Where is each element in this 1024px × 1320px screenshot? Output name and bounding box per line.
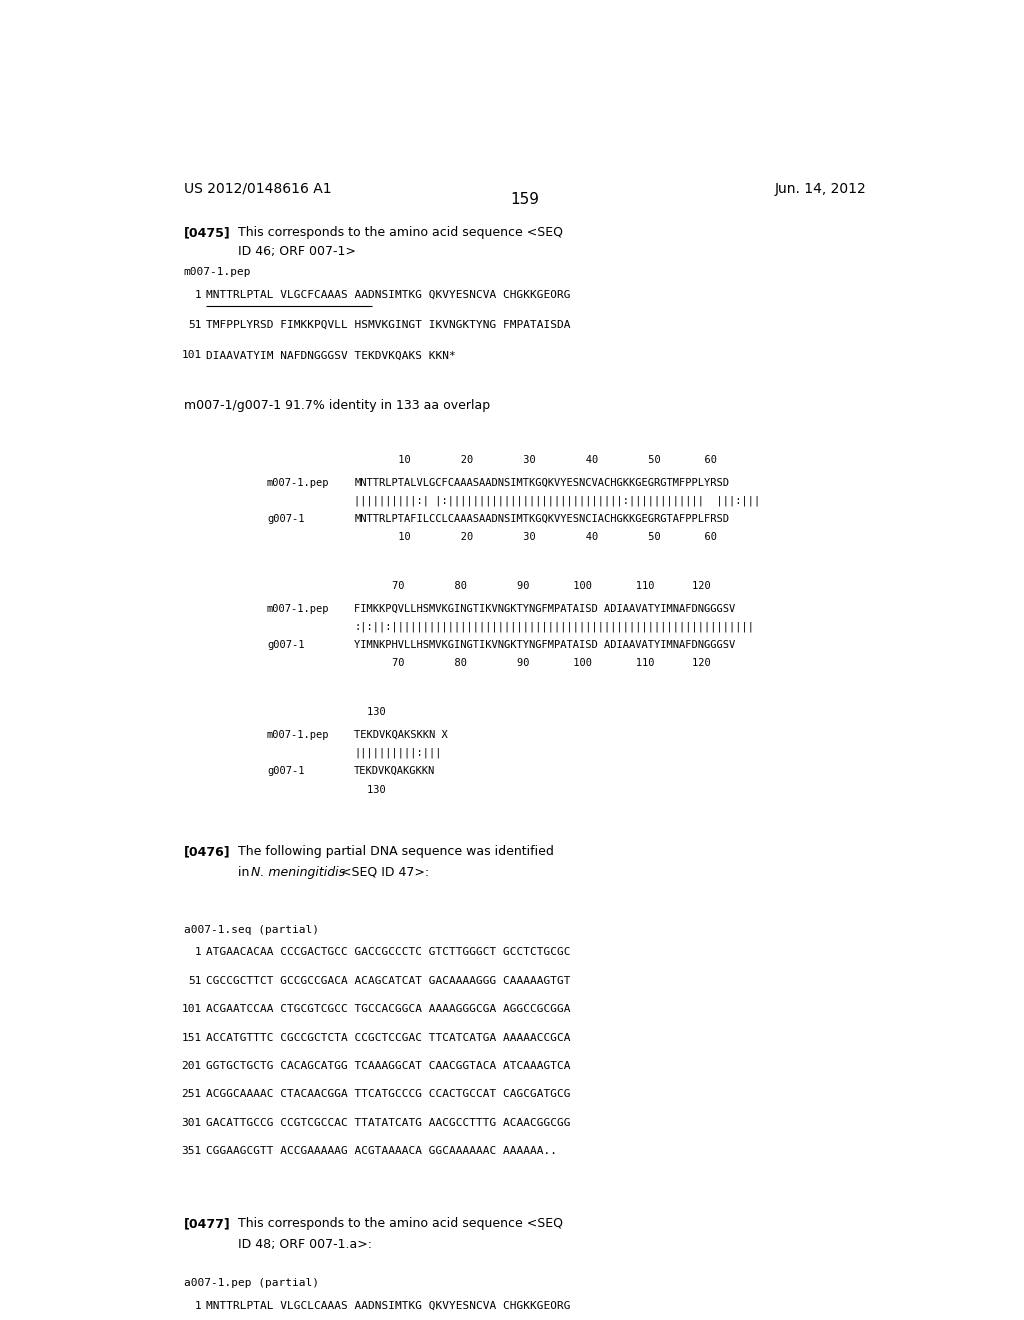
- Text: [0477]: [0477]: [183, 1217, 230, 1230]
- Text: N. meningitidis: N. meningitidis: [251, 866, 345, 879]
- Text: m007-1.pep: m007-1.pep: [267, 730, 330, 739]
- Text: The following partial DNA sequence was identified: The following partial DNA sequence was i…: [238, 846, 553, 858]
- Text: TEKDVKQAKSKKN X: TEKDVKQAKSKKN X: [354, 730, 447, 739]
- Text: ID 48; ORF 007-1.a>:: ID 48; ORF 007-1.a>:: [238, 1238, 372, 1251]
- Text: 251: 251: [181, 1089, 202, 1100]
- Text: 1: 1: [195, 948, 202, 957]
- Text: DIAAVATYIM NAFDNGGGSV TEKDVKQAKS KKN*: DIAAVATYIM NAFDNGGGSV TEKDVKQAKS KKN*: [206, 351, 456, 360]
- Text: MNTTRLPTAL VLGCLCAAAS AADNSIMTKG QKVYESNCVA CHGKKGEORG: MNTTRLPTAL VLGCLCAAAS AADNSIMTKG QKVYESN…: [206, 1300, 570, 1311]
- Text: MNTTRLPTAL VLGCFCAAAS AADNSIMTKG QKVYESNCVA CHGKKGEORG: MNTTRLPTAL VLGCFCAAAS AADNSIMTKG QKVYESN…: [206, 289, 570, 300]
- Text: 130: 130: [342, 708, 386, 717]
- Text: [0475]: [0475]: [183, 227, 230, 239]
- Text: 51: 51: [188, 319, 202, 330]
- Text: ||||||||||:|||: ||||||||||:|||: [354, 748, 441, 759]
- Text: CGCCGCTTCT GCCGCCGACA ACAGCATCAT GACAAAAGGG CAAAAAGTGT: CGCCGCTTCT GCCGCCGACA ACAGCATCAT GACAAAA…: [206, 975, 570, 986]
- Text: 351: 351: [181, 1146, 202, 1156]
- Text: g007-1: g007-1: [267, 766, 304, 776]
- Text: 301: 301: [181, 1118, 202, 1127]
- Text: m007-1.pep: m007-1.pep: [267, 478, 330, 487]
- Text: Jun. 14, 2012: Jun. 14, 2012: [774, 182, 866, 195]
- Text: MNTTRLPTALVLGCFCAAASAADNSIMTKGQKVYESNCVACHGKKGEGRGTMFPPLYRSD: MNTTRLPTALVLGCFCAAASAADNSIMTKGQKVYESNCVA…: [354, 478, 729, 487]
- Text: g007-1: g007-1: [267, 515, 304, 524]
- Text: US 2012/0148616 A1: US 2012/0148616 A1: [183, 182, 331, 195]
- Text: This corresponds to the amino acid sequence <SEQ: This corresponds to the amino acid seque…: [238, 1217, 562, 1230]
- Text: 70        80        90       100       110      120: 70 80 90 100 110 120: [342, 581, 711, 591]
- Text: ACCATGTTTC CGCCGCTCTA CCGCTCCGAC TTCATCATGA AAAAACCGCA: ACCATGTTTC CGCCGCTCTA CCGCTCCGAC TTCATCA…: [206, 1032, 570, 1043]
- Text: ||||||||||:| |:||||||||||||||||||||||||||||:||||||||||||  |||:|||: ||||||||||:| |:|||||||||||||||||||||||||…: [354, 496, 761, 507]
- Text: a007-1.pep (partial): a007-1.pep (partial): [183, 1279, 318, 1288]
- Text: 51: 51: [188, 975, 202, 986]
- Text: FIMKKPQVLLHSMVKGINGTIKVNGKTYNGFMPATAISD ADIAAVATYIMNAFDNGGGSV: FIMKKPQVLLHSMVKGINGTIKVNGKTYNGFMPATAISD …: [354, 603, 735, 614]
- Text: 151: 151: [181, 1032, 202, 1043]
- Text: CGGAAGCGTT ACCGAAAAAG ACGTAAAACA GGCAAAAAAC AAAAAA..: CGGAAGCGTT ACCGAAAAAG ACGTAAAACA GGCAAAA…: [206, 1146, 557, 1156]
- Text: GACATTGCCG CCGTCGCCAC TTATATCATG AACGCCTTTG ACAACGGCGG: GACATTGCCG CCGTCGCCAC TTATATCATG AACGCCT…: [206, 1118, 570, 1127]
- Text: 10        20        30        40        50       60: 10 20 30 40 50 60: [342, 532, 717, 543]
- Text: YIMNKPHVLLHSMVKGINGTIKVNGKTYNGFMPATAISD ADIAAVATYIMNAFDNGGGSV: YIMNKPHVLLHSMVKGINGTIKVNGKTYNGFMPATAISD …: [354, 640, 735, 651]
- Text: 1: 1: [195, 289, 202, 300]
- Text: m007-1.pep: m007-1.pep: [267, 603, 330, 614]
- Text: m007-1.pep: m007-1.pep: [183, 267, 251, 277]
- Text: a007-1.seq (partial): a007-1.seq (partial): [183, 925, 318, 935]
- Text: ACGGCAAAAC CTACAACGGA TTCATGCCCG CCACTGCCAT CAGCGATGCG: ACGGCAAAAC CTACAACGGA TTCATGCCCG CCACTGC…: [206, 1089, 570, 1100]
- Text: 101: 101: [181, 351, 202, 360]
- Text: ACGAATCCAA CTGCGTCGCC TGCCACGGCA AAAAGGGCGA AGGCCGCGGA: ACGAATCCAA CTGCGTCGCC TGCCACGGCA AAAAGGG…: [206, 1005, 570, 1014]
- Text: 10        20        30        40        50       60: 10 20 30 40 50 60: [342, 455, 717, 465]
- Text: 101: 101: [181, 1005, 202, 1014]
- Text: <SEQ ID 47>:: <SEQ ID 47>:: [337, 866, 429, 879]
- Text: 70        80        90       100       110      120: 70 80 90 100 110 120: [342, 659, 711, 668]
- Text: This corresponds to the amino acid sequence <SEQ: This corresponds to the amino acid seque…: [238, 227, 562, 239]
- Text: ATGAACACAA CCCGACTGCC GACCGCCCTC GTCTTGGGCT GCCTCTGCGC: ATGAACACAA CCCGACTGCC GACCGCCCTC GTCTTGG…: [206, 948, 570, 957]
- Text: g007-1: g007-1: [267, 640, 304, 651]
- Text: MNTTRLPTAFILCCLCAAASAADNSIMTKGQKVYESNCIACHGKKGEGRGTAFPPLFRSD: MNTTRLPTAFILCCLCAAASAADNSIMTKGQKVYESNCIA…: [354, 515, 729, 524]
- Text: 1: 1: [195, 1300, 202, 1311]
- Text: TEKDVKQAKGKKN: TEKDVKQAKGKKN: [354, 766, 435, 776]
- Text: 130: 130: [342, 784, 386, 795]
- Text: TMFPPLYRSD FIMKKPQVLL HSMVKGINGT IKVNGKTYNG FMPATAISDA: TMFPPLYRSD FIMKKPQVLL HSMVKGINGT IKVNGKT…: [206, 319, 570, 330]
- Text: ID 46; ORF 007-1>: ID 46; ORF 007-1>: [238, 244, 355, 257]
- Text: 159: 159: [510, 191, 540, 207]
- Text: 201: 201: [181, 1061, 202, 1071]
- Text: in: in: [238, 866, 253, 879]
- Text: m007-1/g007-1 91.7% identity in 133 aa overlap: m007-1/g007-1 91.7% identity in 133 aa o…: [183, 399, 489, 412]
- Text: GGTGCTGCTG CACAGCATGG TCAAAGGCAT CAACGGTACA ATCAAAGTCA: GGTGCTGCTG CACAGCATGG TCAAAGGCAT CAACGGT…: [206, 1061, 570, 1071]
- Text: [0476]: [0476]: [183, 846, 230, 858]
- Text: :|:||:||||||||||||||||||||||||||||||||||||||||||||||||||||||||||: :|:||:||||||||||||||||||||||||||||||||||…: [354, 622, 754, 632]
